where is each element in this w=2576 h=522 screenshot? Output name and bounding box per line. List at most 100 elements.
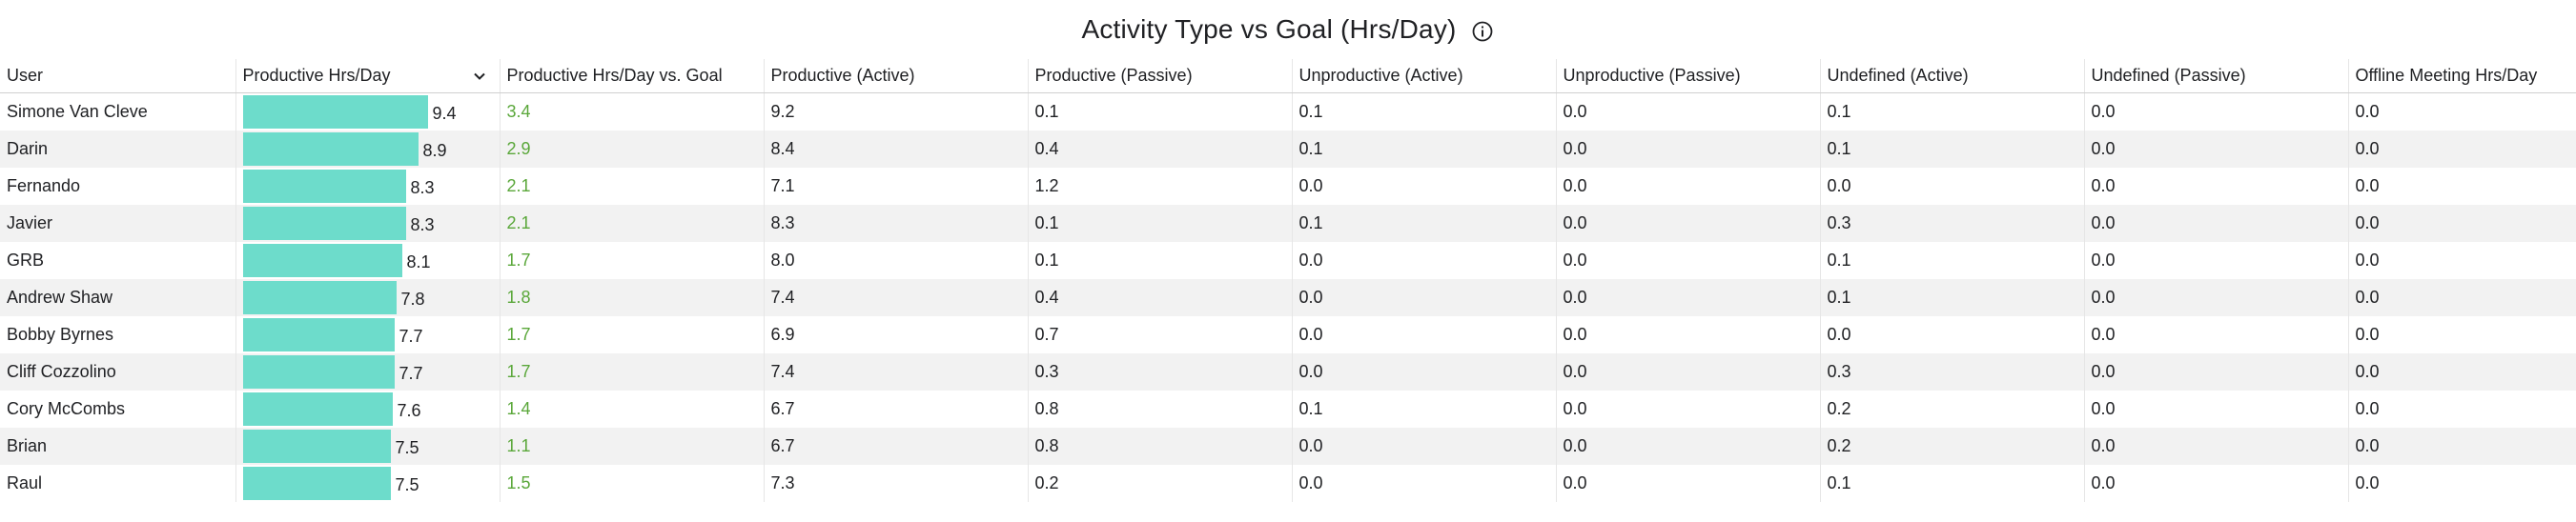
unproductive-active-cell: 0.1 [1291, 391, 1556, 428]
offline-meeting-cell: 0.0 [2347, 92, 2576, 130]
unproductive-passive-cell: 0.0 [1555, 391, 1820, 428]
column-header-unproductive-passive[interactable]: Unproductive (Passive) [1555, 59, 1820, 93]
user-cell: Bobby Byrnes [7, 325, 114, 344]
user-cell: Simone Van Cleve [7, 102, 148, 121]
productive-hrs-value: 8.1 [406, 252, 431, 271]
unproductive-active-cell: 0.0 [1291, 279, 1556, 316]
productive-hrs-cell: 8.1 [235, 242, 500, 279]
table-row[interactable]: Simone Van Cleve 9.4 3.4 9.2 0.1 0.1 0.0 0.1 0.0… [0, 92, 2576, 130]
productive-hrs-cell: 8.3 [235, 205, 500, 242]
vs-goal-cell: 1.8 [499, 279, 764, 316]
column-header-productive-hrs[interactable]: Productive Hrs/Day [235, 59, 500, 93]
unproductive-active-cell: 0.0 [1291, 353, 1556, 391]
column-header-undefined-active[interactable]: Undefined (Active) [1819, 59, 2084, 93]
undefined-active-cell: 0.1 [1819, 465, 2084, 502]
user-cell: Raul [7, 473, 43, 492]
productive-hrs-cell: 7.8 [235, 279, 500, 316]
column-header-vs-goal[interactable]: Productive Hrs/Day vs. Goal [499, 59, 764, 93]
column-header-offline-meeting[interactable]: Offline Meeting Hrs/Day [2347, 59, 2576, 93]
productive-passive-cell: 1.2 [1027, 168, 1292, 205]
table-row[interactable]: Bobby Byrnes 7.7 1.7 6.9 0.7 0.0 0.0 0.0 0.0 0.0 [0, 316, 2576, 353]
unproductive-active-cell: 0.1 [1291, 92, 1556, 130]
productive-hrs-value: 7.8 [400, 290, 425, 309]
productive-passive-cell: 0.1 [1027, 92, 1292, 130]
productive-hrs-cell: 7.6 [235, 391, 500, 428]
unproductive-active-cell: 0.0 [1291, 465, 1556, 502]
productive-hrs-bar [242, 95, 428, 129]
productive-hrs-bar [242, 132, 419, 166]
undefined-passive-cell: 0.0 [2083, 130, 2348, 168]
table-row[interactable]: Raul 7.5 1.5 7.3 0.2 0.0 0.0 0.1 0.0 0.0 [0, 465, 2576, 502]
table-row[interactable]: GRB 8.1 1.7 8.0 0.1 0.0 0.0 0.1 0.0 0.0 [0, 242, 2576, 279]
productive-passive-cell: 0.4 [1027, 130, 1292, 168]
undefined-passive-cell: 0.0 [2083, 205, 2348, 242]
productive-hrs-bar [242, 355, 395, 389]
table-row[interactable]: Javier 8.3 2.1 8.3 0.1 0.1 0.0 0.3 0.0 0.0 [0, 205, 2576, 242]
offline-meeting-cell: 0.0 [2347, 130, 2576, 168]
vs-goal-cell: 2.9 [499, 130, 764, 168]
productive-passive-cell: 0.8 [1027, 428, 1292, 465]
user-cell: Javier [0, 205, 235, 242]
offline-meeting-cell: 0.0 [2347, 168, 2576, 205]
table-row[interactable]: Darin 8.9 2.9 8.4 0.4 0.1 0.0 0.1 0.0 0.0 [0, 130, 2576, 168]
column-header-undefined-passive[interactable]: Undefined (Passive) [2083, 59, 2348, 93]
user-cell: GRB [7, 251, 45, 270]
title-bar: Activity Type vs Goal (Hrs/Day) [0, 0, 2576, 59]
info-icon[interactable] [1470, 19, 1495, 44]
unproductive-passive-cell: 0.0 [1555, 130, 1820, 168]
chevron-down-icon[interactable] [471, 68, 488, 85]
unproductive-passive-cell: 0.0 [1555, 168, 1820, 205]
productive-hrs-value: 7.7 [399, 364, 423, 383]
vs-goal-cell: 1.4 [499, 391, 764, 428]
column-header-productive-passive[interactable]: Productive (Passive) [1027, 59, 1292, 93]
productive-hrs-cell: 9.4 [235, 92, 500, 130]
unproductive-active-cell: 0.0 [1291, 242, 1556, 279]
productive-hrs-bar [242, 244, 402, 277]
productive-passive-cell: 0.1 [1027, 205, 1292, 242]
productive-hrs-cell: 7.7 [235, 316, 500, 353]
table-row[interactable]: Fernando 8.3 2.1 7.1 1.2 0.0 0.0 0.0 0.0 0.0 [0, 168, 2576, 205]
unproductive-active-cell: 0.1 [1291, 205, 1556, 242]
table-row[interactable]: Andrew Shaw 7.8 1.8 7.4 0.4 0.0 0.0 0.1 0.0 0.0 [0, 279, 2576, 316]
offline-meeting-cell: 0.0 [2347, 428, 2576, 465]
column-header-unproductive-active[interactable]: Unproductive (Active) [1291, 59, 1556, 93]
undefined-passive-cell: 0.0 [2083, 92, 2348, 130]
unproductive-passive-cell: 0.0 [1555, 205, 1820, 242]
productive-hrs-value: 7.6 [397, 401, 421, 420]
vs-goal-cell: 2.1 [499, 168, 764, 205]
productive-hrs-bar [242, 467, 391, 500]
unproductive-active-cell: 0.0 [1291, 316, 1556, 353]
vs-goal-cell: 1.5 [499, 465, 764, 502]
column-header-productive-active[interactable]: Productive (Active) [763, 59, 1028, 93]
undefined-active-cell: 0.3 [1819, 205, 2084, 242]
page-title: Activity Type vs Goal (Hrs/Day) [1081, 14, 1457, 44]
table-row[interactable]: Cory McCombs 7.6 1.4 6.7 0.8 0.1 0.0 0.2 0.0 0.0 [0, 391, 2576, 428]
unproductive-active-cell: 0.1 [1291, 130, 1556, 168]
productive-hrs-bar [242, 430, 391, 463]
productive-hrs-bar [242, 281, 397, 314]
unproductive-active-cell: 0.0 [1291, 168, 1556, 205]
productive-active-cell: 7.1 [763, 168, 1028, 205]
table-row[interactable]: Cliff Cozzolino 7.7 1.7 7.4 0.3 0.0 0.0 0.3 0.0 0… [0, 353, 2576, 391]
productive-active-cell: 6.7 [763, 391, 1028, 428]
undefined-active-cell: 0.1 [1819, 130, 2084, 168]
productive-hrs-bar [242, 318, 395, 351]
productive-active-cell: 7.3 [763, 465, 1028, 502]
offline-meeting-cell: 0.0 [2347, 391, 2576, 428]
productive-hrs-cell: 7.5 [235, 428, 500, 465]
user-cell: Fernando [7, 176, 81, 195]
vs-goal-cell: 1.7 [499, 353, 764, 391]
vs-goal-cell: 2.1 [499, 205, 764, 242]
undefined-passive-cell: 0.0 [2083, 279, 2348, 316]
undefined-active-cell: 0.2 [1819, 428, 2084, 465]
table-row[interactable]: Brian 7.5 1.1 6.7 0.8 0.0 0.0 0.2 0.0 0.0 [0, 428, 2576, 465]
productive-hrs-cell: 8.3 [235, 168, 500, 205]
vs-goal-cell: 1.7 [499, 242, 764, 279]
column-header-user[interactable]: User [0, 59, 235, 93]
productive-passive-cell: 0.4 [1027, 279, 1292, 316]
offline-meeting-cell: 0.0 [2347, 205, 2576, 242]
vs-goal-cell: 3.4 [499, 92, 764, 130]
undefined-active-cell: 0.1 [1819, 242, 2084, 279]
productive-active-cell: 9.2 [763, 92, 1028, 130]
offline-meeting-cell: 0.0 [2347, 242, 2576, 279]
